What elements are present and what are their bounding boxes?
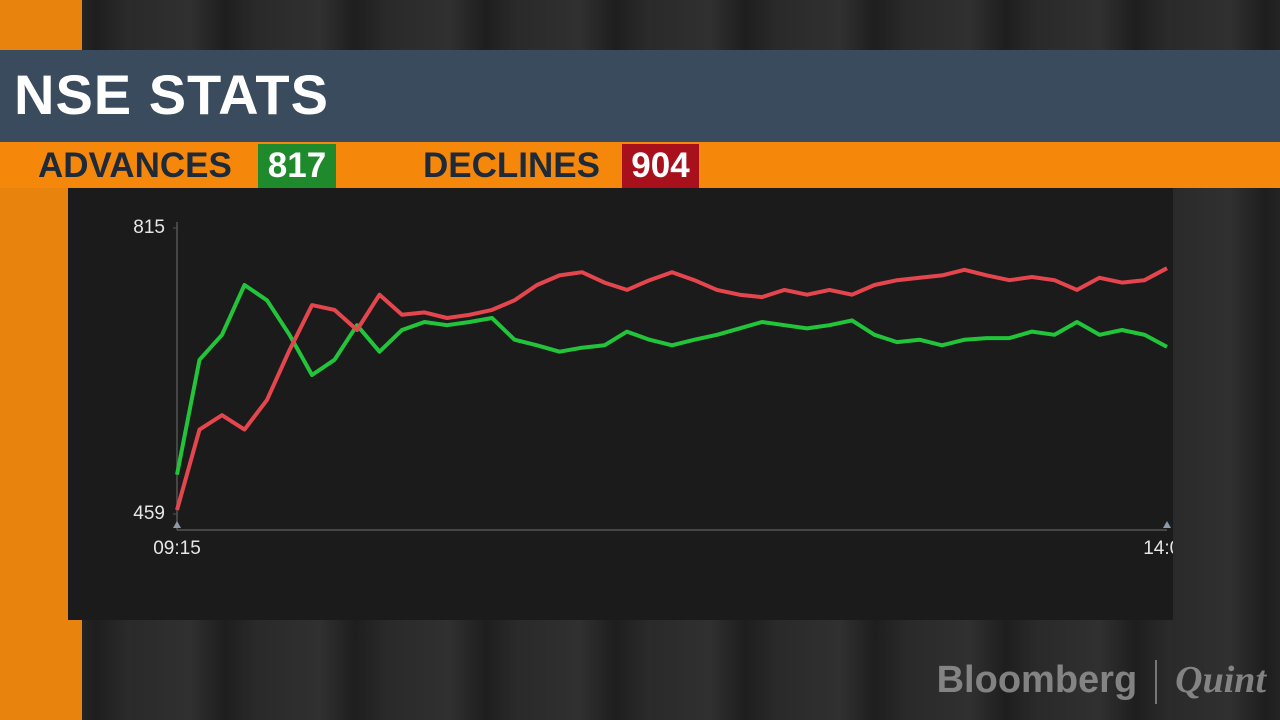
y-tick-label: 815 <box>133 217 165 238</box>
brand: Bloomberg <box>936 659 1138 702</box>
declines-label: DECLINES <box>423 146 600 185</box>
series-line <box>175 283 1168 475</box>
separator <box>1155 660 1158 704</box>
stat-bar: ADVANCES 817 DECLINES 904 <box>0 142 1280 188</box>
watermark: Bloomberg Quint <box>937 658 1266 704</box>
partner: Quint <box>1175 659 1266 702</box>
chart-panel: 459 815 09:15 14:02 <box>68 188 1173 620</box>
title: NSE STATS <box>14 63 329 126</box>
x-tick <box>173 521 181 528</box>
series-line <box>175 266 1168 511</box>
title-bar: NSE STATS <box>0 50 1280 142</box>
chart: 459 815 09:15 14:02 <box>133 217 1173 559</box>
x-tick <box>1163 521 1171 528</box>
advances-label: ADVANCES <box>38 146 232 185</box>
x-tick-label: 14:02 <box>1143 538 1173 559</box>
advances-count: 817 <box>258 144 336 188</box>
declines-count: 904 <box>622 144 699 188</box>
y-tick-label: 459 <box>133 503 165 524</box>
x-tick-label: 09:15 <box>153 538 201 559</box>
